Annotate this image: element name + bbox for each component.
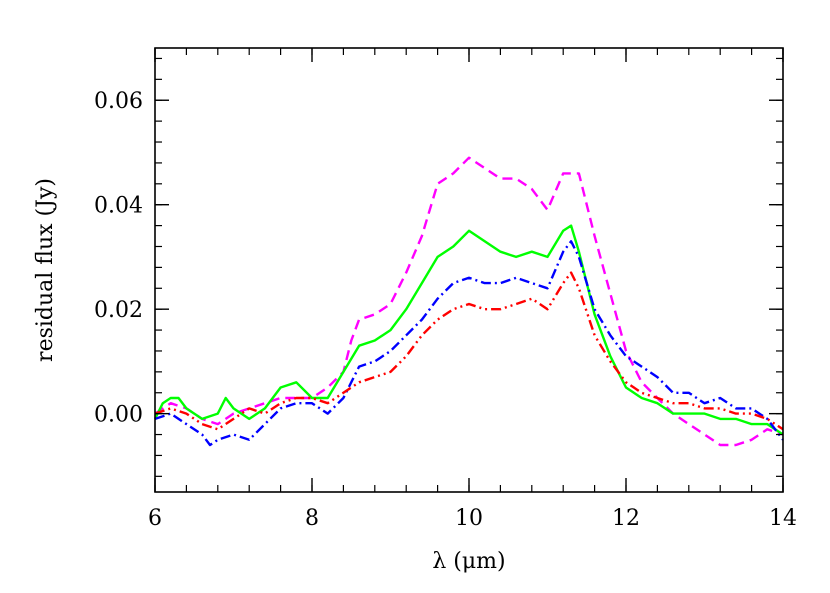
series-line-2 <box>153 224 784 436</box>
plot-frame <box>154 47 784 493</box>
y-tick-label: 0.02 <box>94 298 143 323</box>
tick-labels: 6 8 10 12 14 0.00 0.02 0.04 0.06 <box>94 89 797 531</box>
y-tick-label: 0.04 <box>94 194 143 219</box>
series-line-3 <box>154 240 784 447</box>
series-group <box>153 156 784 447</box>
axis-ticks <box>154 48 784 492</box>
x-tick-label: 6 <box>148 506 162 531</box>
x-tick-label: 10 <box>455 506 483 531</box>
y-axis-label: residual flux (Jy) <box>33 178 58 362</box>
x-axis-label: λ (μm) <box>432 549 505 574</box>
x-tick-label: 12 <box>612 506 640 531</box>
y-tick-label: 0.00 <box>94 403 143 428</box>
x-tick-label: 8 <box>305 506 319 531</box>
x-tick-label: 14 <box>769 506 797 531</box>
y-tick-label: 0.06 <box>94 89 143 114</box>
series-line-4 <box>154 271 784 431</box>
series-line-1 <box>154 156 784 447</box>
